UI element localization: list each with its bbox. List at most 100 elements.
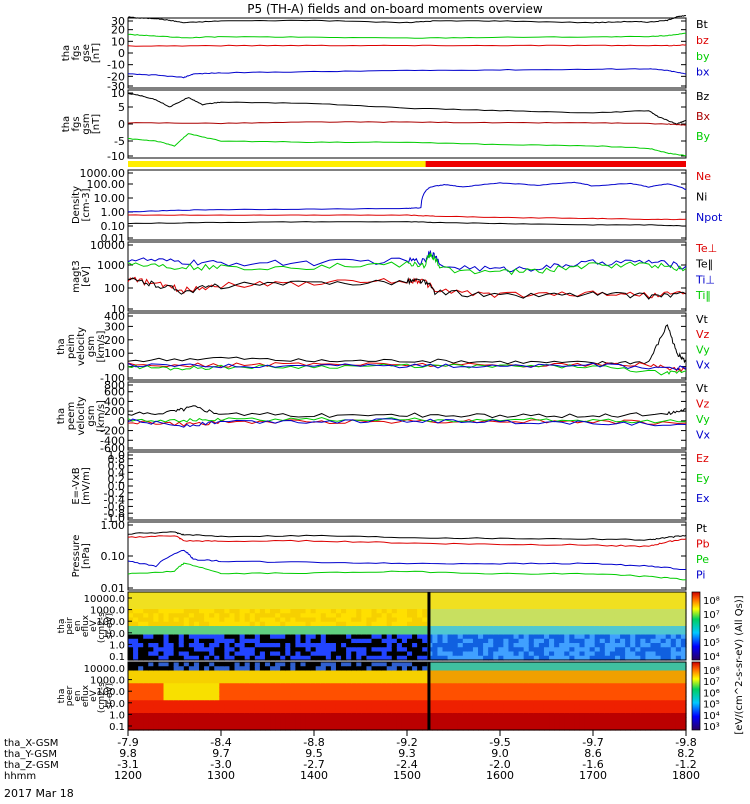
spectrogram-cell: [259, 596, 266, 602]
spectrogram-cell: [559, 626, 565, 631]
spectrogram-cell: [467, 674, 474, 680]
spectrogram-cell: [300, 679, 307, 684]
spectrogram-cell: [609, 683, 616, 689]
spectrogram-cell: [264, 679, 271, 684]
spectrogram-cell: [310, 634, 317, 640]
spectrogram-cell: [239, 670, 246, 676]
spectrogram-cell: [488, 621, 494, 627]
spectrogram-cell: [645, 717, 652, 723]
spectrogram-cell: [650, 596, 657, 602]
spectrogram-cell: [259, 647, 266, 653]
spectrogram-cell: [361, 704, 368, 710]
spectrogram-cell: [158, 717, 165, 723]
y-label: gse: [81, 44, 92, 62]
spectrogram-cell: [498, 621, 504, 627]
spectrogram-cell: [346, 708, 352, 714]
spectrogram-cell: [594, 643, 601, 648]
spectrogram-cell: [143, 634, 149, 640]
spectrogram-cell: [239, 655, 246, 661]
spectrogram-cell: [675, 683, 682, 689]
spectrogram-cell: [133, 609, 139, 614]
spectrogram-cell: [655, 638, 662, 644]
spectrogram-cell: [138, 666, 144, 672]
spectrogram-cell: [183, 679, 190, 684]
legend-Pi: Pi: [696, 568, 705, 581]
spectrogram-cell: [528, 696, 535, 701]
spectrogram-cell: [498, 725, 504, 731]
spectrogram-cell: [401, 725, 408, 731]
spectrogram-cell: [335, 592, 342, 597]
spectrogram-cell: [620, 604, 626, 610]
spectrogram-cell: [604, 704, 611, 710]
spectrogram-cell: [650, 617, 657, 623]
spectrogram-cell: [341, 617, 347, 623]
spectrogram-cell: [493, 634, 499, 640]
spectrogram-cell: [417, 634, 423, 640]
spectrogram-cell: [401, 617, 408, 623]
spectrogram-cell: [417, 609, 423, 614]
spectrogram-cell: [264, 630, 271, 636]
spectrogram-cell: [574, 609, 581, 614]
spectrogram-cell: [275, 647, 281, 653]
spectrogram-cell: [655, 691, 662, 697]
spectrogram-cell: [488, 721, 494, 727]
spectrogram-cell: [290, 700, 296, 706]
spectrogram-cell: [371, 651, 378, 657]
spectrogram-cell: [559, 609, 565, 614]
spectrogram-cell: [574, 683, 581, 689]
spectrogram-cell: [224, 647, 231, 653]
spectrogram-cell: [143, 713, 149, 718]
spectrogram-cell: [234, 683, 241, 689]
spectrogram-cell: [204, 696, 210, 701]
spectrogram-cell: [315, 596, 322, 602]
spectrogram-cell: [569, 609, 575, 614]
spectrogram-cell: [219, 713, 225, 718]
spectrogram-cell: [244, 617, 251, 623]
spectrogram-cell: [462, 613, 469, 619]
spectrogram-cell: [457, 651, 464, 657]
spectrogram-cell: [462, 600, 469, 606]
spectrogram-cell: [594, 691, 601, 697]
spectrogram-cell: [437, 609, 444, 614]
spectrogram-cell: [417, 630, 423, 636]
spectrogram-cell: [290, 604, 296, 610]
spectrogram-cell: [173, 679, 180, 684]
spectrogram-cell: [310, 600, 317, 606]
spectrogram-cell: [168, 696, 175, 701]
spectrogram-cell: [346, 617, 352, 623]
spectrogram-cell: [239, 604, 246, 610]
spectrogram-cell: [259, 655, 266, 661]
spectrogram-cell: [280, 617, 286, 623]
spectrogram-cell: [341, 687, 347, 693]
spectrogram-cell: [351, 662, 357, 667]
spectrogram-cell: [599, 687, 606, 693]
spectrogram-cell: [554, 674, 560, 680]
spectrogram-cell: [229, 687, 236, 693]
spectrogram-cell: [371, 696, 378, 701]
spectrogram-cell: [290, 713, 296, 718]
spectrogram-cell: [645, 651, 652, 657]
spectrogram-cell: [163, 634, 170, 640]
spectrogram-cell: [503, 600, 510, 606]
spectrogram-cell: [178, 721, 185, 727]
spectrogram-cell: [280, 638, 286, 644]
spectrogram-cell: [305, 604, 312, 610]
spectrogram-cell: [614, 691, 621, 697]
spectrogram-cell: [472, 674, 479, 680]
spectrogram-cell: [183, 634, 190, 640]
colorbar-tick-label: 10⁶: [703, 624, 720, 635]
spectrogram-cell: [447, 717, 454, 723]
spectrogram-cell: [574, 670, 581, 676]
spectrogram-cell: [275, 630, 281, 636]
spectrogram-cell: [168, 700, 175, 706]
spectrogram-cell: [335, 638, 342, 644]
spectrogram-cell: [538, 634, 545, 640]
legend-bz: bz: [696, 34, 709, 47]
spectrogram-cell: [645, 700, 652, 706]
spectrogram-cell: [315, 666, 322, 672]
spectrogram-cell: [518, 655, 525, 661]
spectrogram-cell: [320, 596, 327, 602]
spectrogram-cell: [351, 609, 357, 614]
spectrogram-cell: [325, 713, 332, 718]
